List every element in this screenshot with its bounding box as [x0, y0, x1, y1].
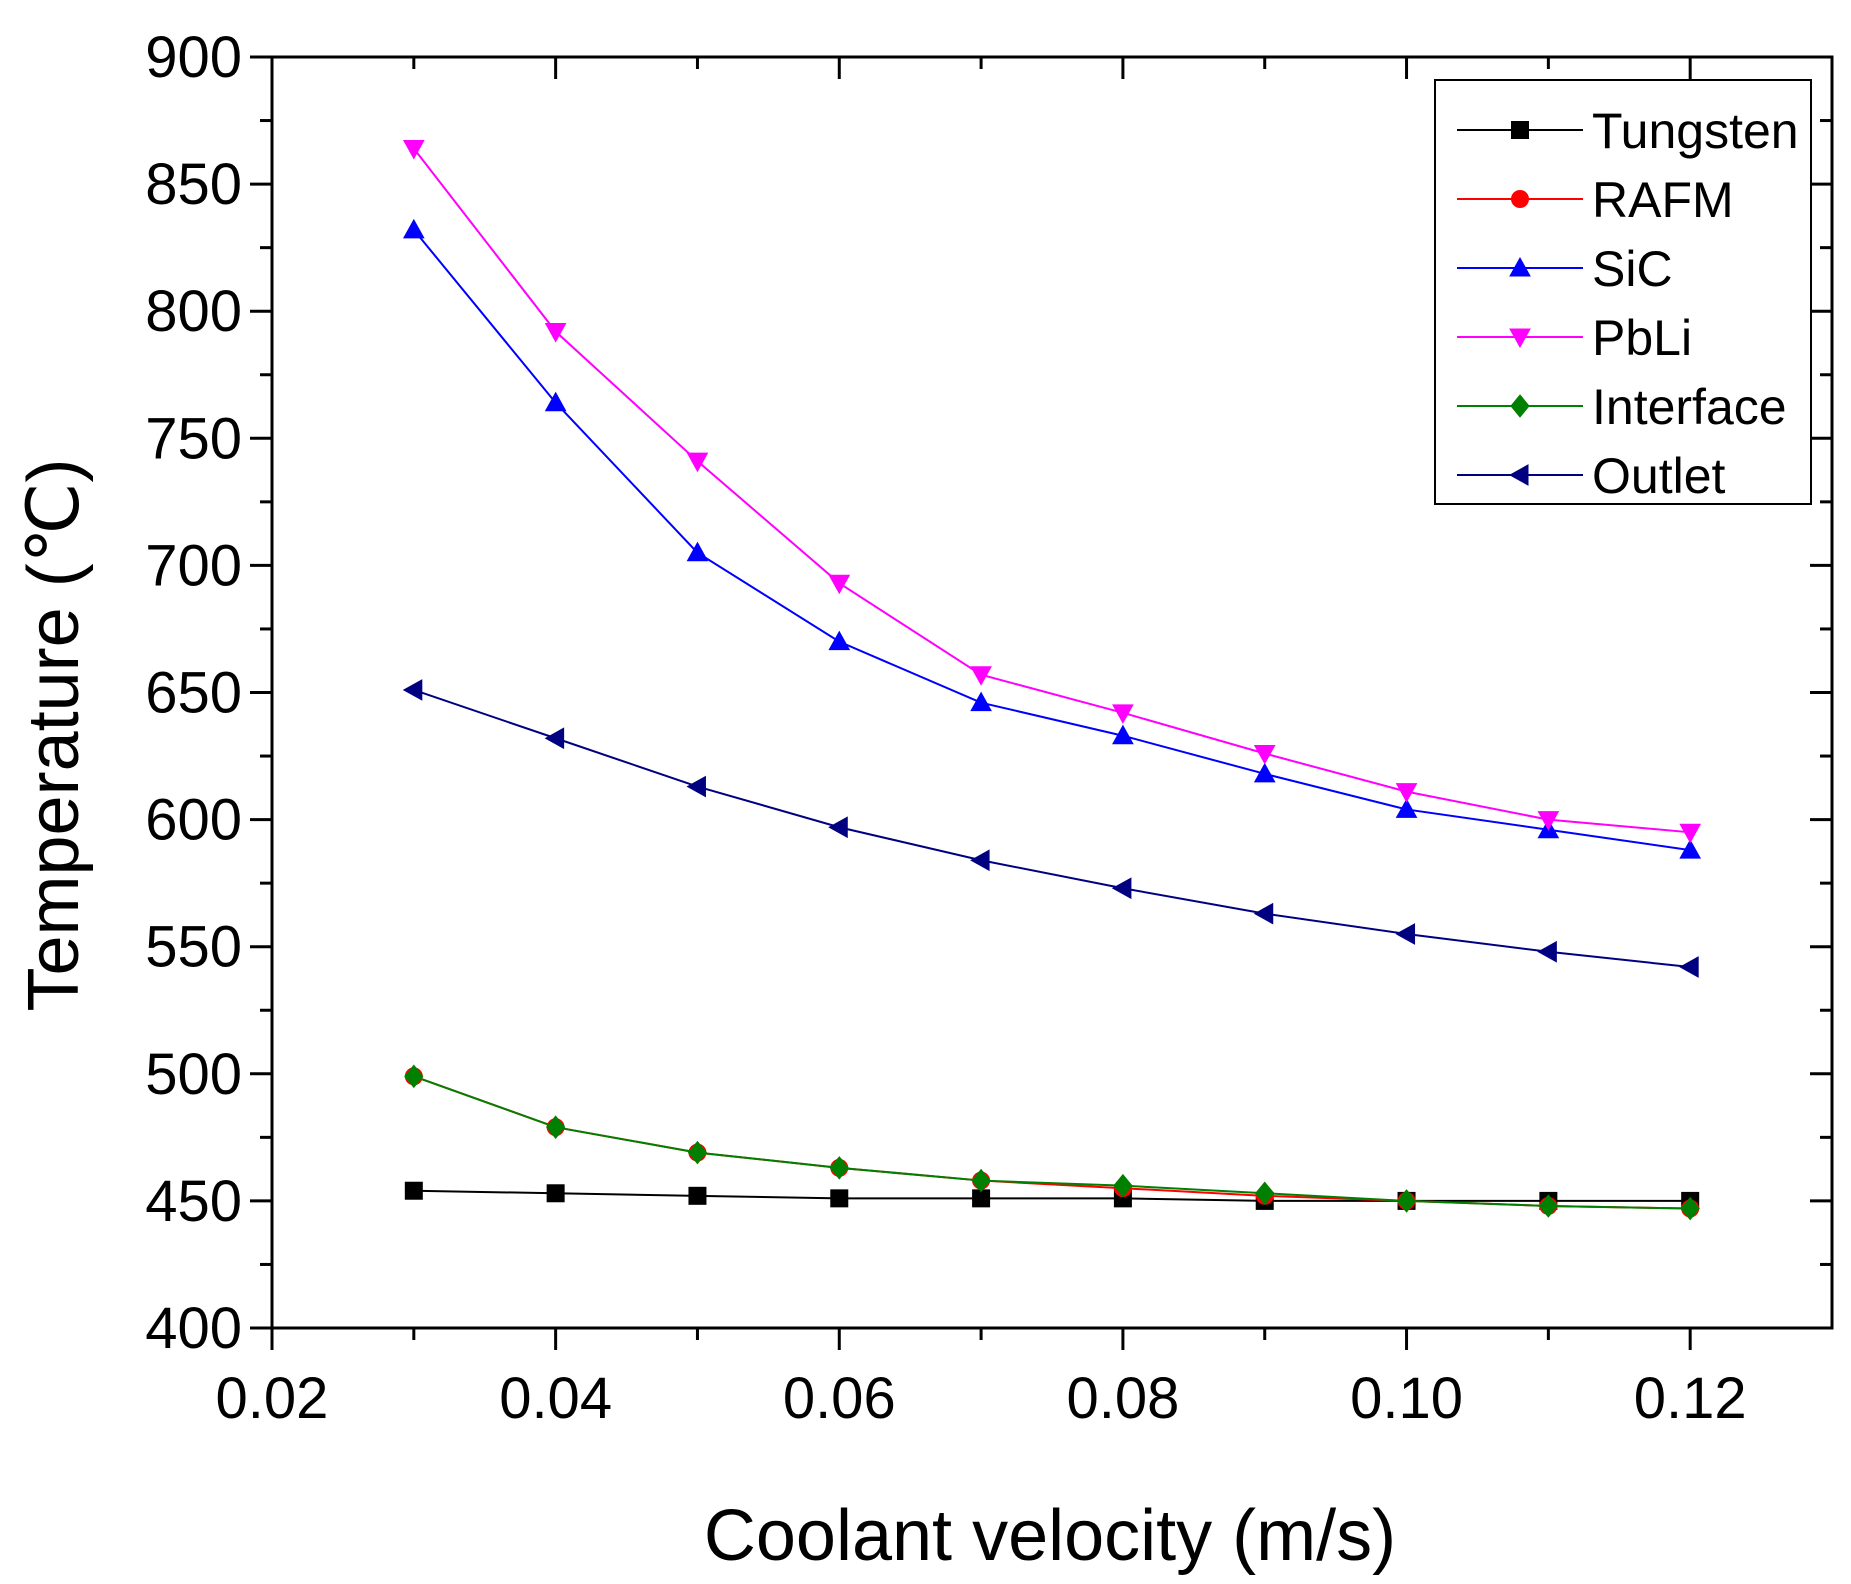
x-tick-label: 0.08	[1066, 1366, 1179, 1431]
data-point-pbli	[1253, 745, 1276, 765]
series-tungsten	[404, 1181, 1700, 1210]
data-point-outlet	[402, 679, 423, 701]
data-point-sic	[544, 391, 567, 412]
data-point-pbli	[1112, 704, 1134, 724]
y-tick-label: 400	[145, 1296, 242, 1361]
y-tick-label: 800	[145, 279, 242, 344]
legend-marker-outlet	[1508, 464, 1529, 486]
data-point-sic	[402, 218, 425, 239]
data-point-outlet	[686, 775, 706, 798]
data-point-interface	[1396, 1189, 1417, 1213]
data-point-pbli	[970, 666, 992, 686]
data-point-pbli	[544, 323, 567, 343]
legend-label-pbli: PbLi	[1592, 310, 1692, 366]
series-line-sic	[413, 229, 1691, 852]
legend-label-interface: Interface	[1592, 379, 1787, 435]
x-tick-label: 0.10	[1350, 1366, 1463, 1431]
data-point-pbli	[828, 574, 851, 595]
data-point-outlet	[970, 849, 990, 872]
series-line-outlet	[413, 689, 1691, 969]
x-tick-label: 0.04	[499, 1366, 612, 1431]
data-point-pbli	[1537, 811, 1560, 831]
data-point-sic	[1395, 798, 1418, 818]
series-line-tungsten	[413, 1189, 1691, 1202]
data-point-sic	[686, 541, 709, 562]
data-point-sic	[1112, 724, 1134, 745]
series-layer	[402, 140, 1702, 1221]
y-tick-label: 750	[145, 406, 242, 471]
data-point-outlet	[1111, 877, 1132, 900]
data-point-interface	[971, 1168, 991, 1193]
legend-label-sic: SiC	[1592, 241, 1673, 297]
data-point-tungsten	[972, 1189, 991, 1208]
legend-label-tungsten: Tungsten	[1592, 103, 1799, 159]
data-point-interface	[1113, 1173, 1133, 1198]
data-point-outlet	[544, 727, 565, 750]
y-tick-label: 700	[145, 533, 242, 598]
series-outlet	[402, 679, 1699, 978]
data-point-tungsten	[404, 1181, 423, 1200]
series-line-rafm	[413, 1075, 1691, 1210]
data-point-tungsten	[688, 1186, 707, 1205]
data-point-pbli	[1395, 783, 1418, 803]
legend-marker-pbli	[1509, 328, 1531, 349]
legend-label-rafm: RAFM	[1592, 172, 1734, 228]
data-point-pbli	[1679, 823, 1702, 844]
data-point-interface	[1680, 1196, 1700, 1221]
data-point-outlet	[1537, 940, 1557, 963]
data-point-sic	[1253, 762, 1276, 783]
data-point-interface	[687, 1140, 708, 1165]
data-point-sic	[970, 691, 992, 712]
y-tick-label: 850	[145, 152, 242, 217]
series-interface	[404, 1064, 1700, 1221]
data-point-sic	[1679, 839, 1702, 859]
y-tick-label: 450	[145, 1169, 242, 1234]
data-point-pbli	[686, 452, 709, 473]
legend-marker-rafm	[1511, 190, 1529, 208]
data-point-tungsten	[830, 1189, 849, 1208]
data-point-outlet	[828, 816, 848, 839]
y-tick-label: 650	[145, 661, 242, 726]
data-point-tungsten	[546, 1184, 565, 1203]
data-point-interface	[1255, 1181, 1275, 1206]
series-line-interface	[413, 1075, 1691, 1210]
legend-marker-tungsten	[1511, 121, 1529, 139]
data-point-interface	[404, 1064, 424, 1089]
legend-item-interface: Interface	[1457, 379, 1787, 435]
x-tick-label: 0.02	[216, 1366, 329, 1431]
legend-item-tungsten: Tungsten	[1457, 103, 1799, 159]
data-point-sic	[828, 630, 851, 651]
x-tick-label: 0.12	[1634, 1366, 1747, 1431]
data-point-outlet	[1679, 956, 1699, 978]
y-tick-label: 900	[145, 25, 242, 90]
legend-item-rafm: RAFM	[1457, 172, 1734, 228]
data-point-interface	[829, 1156, 849, 1180]
legend-box	[1434, 79, 1812, 505]
legend-item-sic: SiC	[1457, 241, 1673, 297]
tick-labels: 0.02 0.04 0.06 0.08 0.10 0.12 400 450 500 550 600 6…	[145, 25, 1746, 1431]
x-tick-label: 0.06	[783, 1366, 896, 1431]
y-tick-label: 550	[145, 915, 242, 980]
legend-marker-sic	[1509, 256, 1531, 277]
legend: Tungsten RAFM SiC PbLi Interface Outlet	[1434, 79, 1812, 505]
legend-marker-interface	[1510, 394, 1530, 418]
data-point-interface	[545, 1115, 566, 1139]
data-point-outlet	[1395, 923, 1416, 945]
data-point-pbli	[402, 140, 425, 160]
series-sic	[402, 218, 1702, 859]
axis-ticks	[250, 55, 1832, 1350]
y-tick-label: 500	[145, 1042, 242, 1107]
x-axis-title: Coolant velocity (m/s)	[704, 1496, 1396, 1576]
legend-item-pbli: PbLi	[1457, 310, 1692, 366]
series-pbli	[402, 140, 1702, 844]
y-tick-label: 600	[145, 788, 242, 853]
series-line-pbli	[413, 147, 1691, 834]
legend-item-outlet: Outlet	[1457, 448, 1726, 504]
data-point-outlet	[1253, 902, 1274, 925]
y-axis-title: Temperature (℃)	[14, 458, 94, 1011]
data-point-interface	[1538, 1194, 1559, 1218]
legend-label-outlet: Outlet	[1592, 448, 1726, 504]
